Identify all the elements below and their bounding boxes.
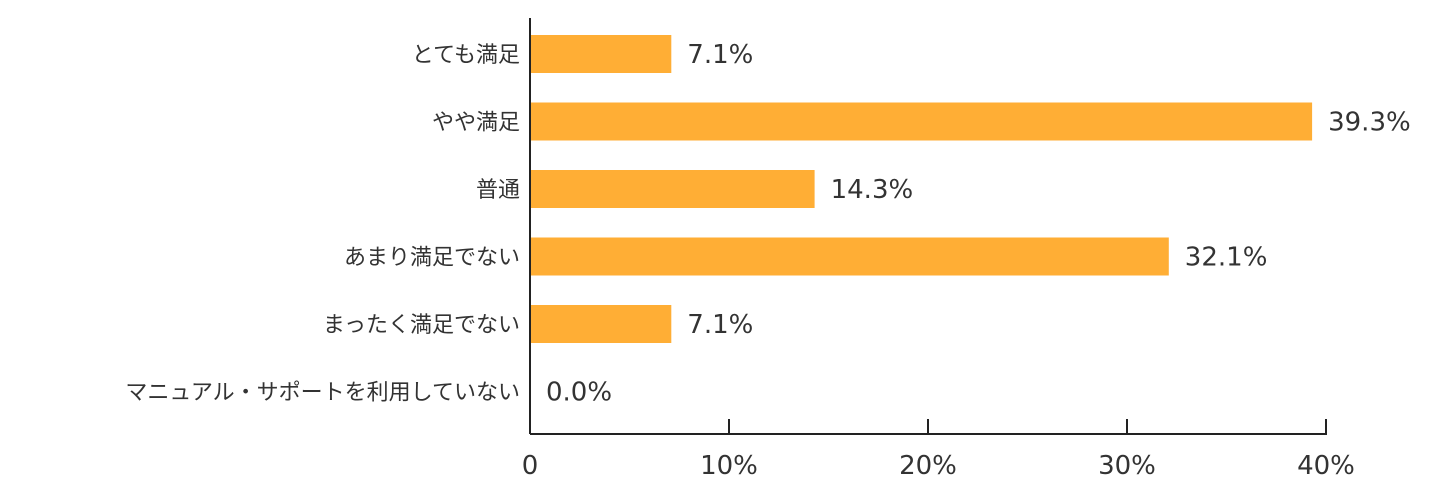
data-label: 7.1% [687,310,753,340]
x-tick-label: 20% [899,451,957,481]
data-label: 0.0% [546,378,612,408]
x-tick-label: 40% [1297,451,1355,481]
data-label: 39.3% [1328,108,1411,138]
category-label: 普通 [476,178,520,203]
data-label: 32.1% [1185,243,1268,273]
bars-layer [531,35,1313,343]
x-tick-label: 0 [522,451,539,481]
bar [531,170,815,208]
bar [531,35,672,73]
data-labels: 7.1% 39.3% 14.3% 32.1% 7.1% 0.0% [546,40,1411,408]
axes [529,18,1327,435]
bar [531,305,672,343]
category-label: まったく満足でない [323,313,520,338]
bar [531,237,1169,276]
category-label: あまり満足でない [344,246,520,271]
category-label: マニュアル・サポートを利用していない [125,381,520,406]
x-tick-label: 10% [700,451,758,481]
data-label: 7.1% [687,40,753,70]
data-label: 14.3% [831,175,914,205]
x-tick-labels: 0 10% 20% 30% 40% [522,451,1355,481]
category-labels: とても満足やや満足普通あまり満足でないまったく満足でないマニュアル・サポートを利… [125,43,520,406]
bar [531,102,1313,141]
category-label: とても満足 [412,43,520,68]
category-label: やや満足 [432,111,520,136]
x-tick-label: 30% [1098,451,1156,481]
